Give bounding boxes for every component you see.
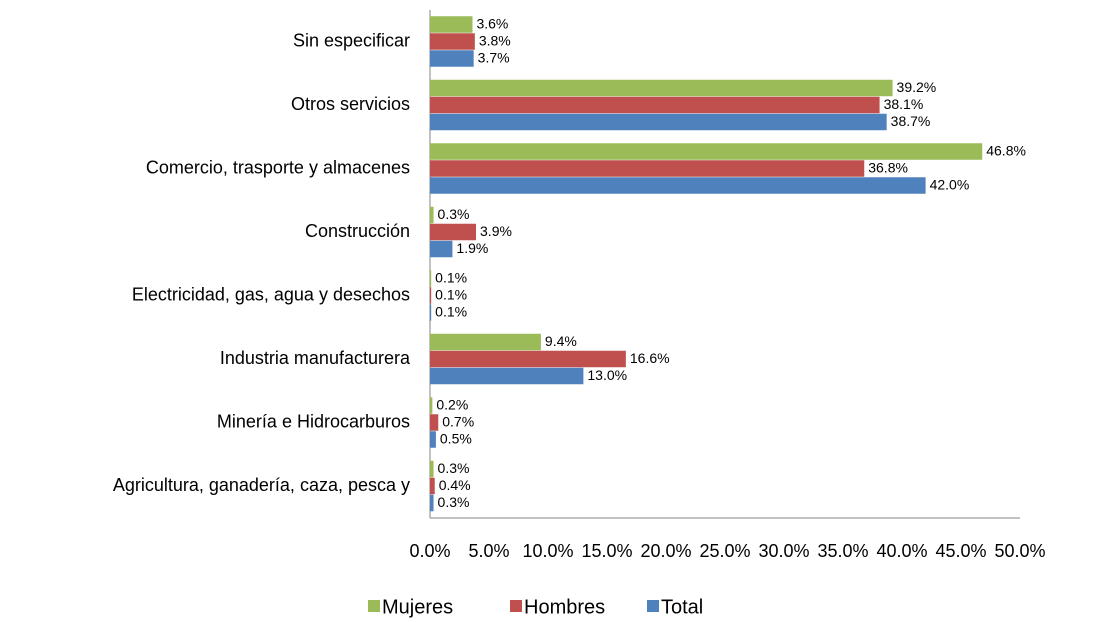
x-tick-label: 40.0%	[876, 541, 927, 561]
bar	[430, 177, 926, 194]
x-tick-label: 45.0%	[935, 541, 986, 561]
x-tick-label: 20.0%	[640, 541, 691, 561]
bar	[430, 477, 435, 495]
bar	[430, 160, 865, 177]
value-label: 3.7%	[478, 49, 510, 65]
value-label: 1.9%	[456, 240, 488, 256]
value-label: 0.1%	[435, 286, 467, 302]
bar	[430, 431, 436, 448]
bar	[430, 304, 432, 321]
bar	[430, 397, 433, 414]
value-label: 0.3%	[438, 460, 470, 476]
value-label: 0.3%	[438, 494, 470, 510]
category-label: Sin especificar	[293, 31, 410, 51]
bar	[430, 223, 477, 241]
x-tick-label: 5.0%	[468, 541, 509, 561]
value-label: 3.9%	[480, 223, 512, 239]
bar	[430, 143, 983, 160]
category-label: Minería e Hidrocarburos	[217, 412, 410, 432]
value-label: 38.1%	[884, 96, 924, 112]
legend-label: Hombres	[524, 596, 605, 618]
legend-swatch	[647, 600, 659, 612]
value-label: 13.0%	[587, 367, 627, 383]
value-label: 0.3%	[438, 206, 470, 222]
value-label: 46.8%	[986, 142, 1026, 158]
bar	[430, 50, 474, 67]
bar	[430, 350, 626, 368]
x-tick-label: 0.0%	[409, 541, 450, 561]
bar	[430, 333, 541, 351]
bar	[430, 113, 887, 131]
bar	[430, 367, 584, 385]
value-label: 9.4%	[545, 333, 577, 349]
x-tick-label: 30.0%	[758, 541, 809, 561]
value-label: 0.4%	[439, 477, 471, 493]
value-label: 36.8%	[868, 159, 908, 175]
bar	[430, 206, 434, 224]
bar	[430, 240, 453, 258]
x-tick-label: 25.0%	[699, 541, 750, 561]
value-label: 0.7%	[442, 413, 474, 429]
category-label: Construcción	[305, 221, 410, 241]
x-tick-label: 35.0%	[817, 541, 868, 561]
category-label: Electricidad, gas, agua y desechos	[132, 285, 410, 305]
value-label: 16.6%	[630, 350, 670, 366]
bar	[430, 16, 473, 33]
legend-swatch	[368, 600, 380, 612]
value-label: 0.1%	[435, 269, 467, 285]
bar	[430, 494, 434, 512]
value-label: 39.2%	[897, 79, 937, 95]
bar	[430, 270, 432, 287]
legend-label: Total	[661, 596, 703, 618]
legend-swatch	[510, 600, 522, 612]
legend-label: Mujeres	[382, 596, 453, 618]
value-label: 0.2%	[436, 396, 468, 412]
value-label: 42.0%	[930, 176, 970, 192]
value-label: 0.5%	[440, 430, 472, 446]
value-label: 3.6%	[476, 15, 508, 31]
x-tick-label: 50.0%	[994, 541, 1045, 561]
bar	[430, 460, 434, 478]
value-label: 0.1%	[435, 303, 467, 319]
bar	[430, 96, 880, 114]
bar	[430, 33, 475, 50]
x-tick-label: 10.0%	[522, 541, 573, 561]
category-label: Otros servicios	[291, 94, 410, 114]
bar	[430, 79, 893, 97]
category-label: Industria manufacturera	[220, 348, 411, 368]
value-label: 3.8%	[479, 32, 511, 48]
category-label: Agricultura, ganadería, caza, pesca y	[113, 475, 410, 495]
bar	[430, 414, 439, 431]
category-label: Comercio, trasporte y almacenes	[146, 158, 410, 178]
bar	[430, 287, 432, 304]
value-label: 38.7%	[891, 113, 931, 129]
x-tick-label: 15.0%	[581, 541, 632, 561]
